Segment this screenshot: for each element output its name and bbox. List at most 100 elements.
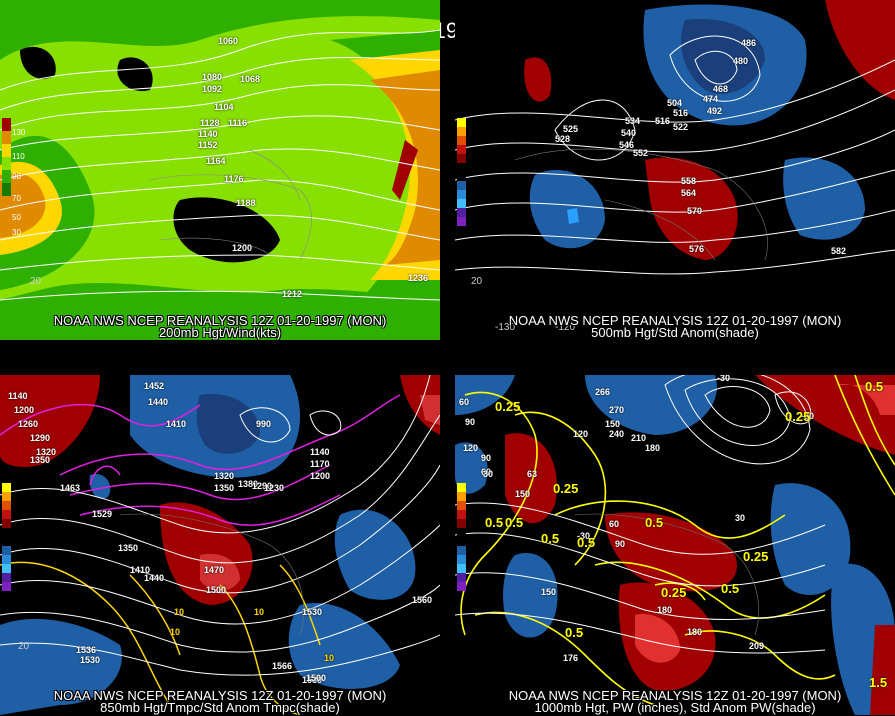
height-label: 552 (633, 148, 649, 158)
height-label: 558 (681, 176, 697, 186)
caption-field: 850mb Hgt/Tmpc/Std Anom Tmpc(shade) (100, 700, 340, 715)
height-label: 60 (609, 519, 620, 529)
pw-label: 0.25 (661, 585, 687, 600)
caption-field: 500mb Hgt/Std Anom(shade) (591, 325, 759, 340)
scale-label: 50 (12, 213, 21, 222)
pw-label: 0.5 (645, 515, 664, 530)
temp-label: 10 (174, 607, 185, 617)
height-label: 1560 (412, 595, 433, 605)
height-label: 176 (563, 653, 579, 663)
tick-label: 20 (18, 641, 30, 652)
height-label: 1500 (206, 585, 227, 595)
temp-label: 10 (254, 607, 265, 617)
height-label: 504 (667, 98, 683, 108)
height-label: 60 (481, 467, 492, 477)
panel-1000mb: -30 -30 60 90 120 150 270 240 210 180 15… (455, 375, 895, 715)
temp-label: 10 (170, 627, 181, 637)
pw-label: 0.25 (495, 399, 521, 414)
tick-label: -120 (555, 322, 576, 333)
height-label: 1260 (18, 419, 39, 429)
pw-label: 0.5 (721, 581, 740, 596)
panel-500mb: 486 480 468 474 492 525 528 534 540 546 … (455, 0, 895, 340)
height-label: 150 (541, 587, 557, 597)
height-label: 1200 (232, 243, 253, 253)
pw-label: 0.25 (553, 481, 579, 496)
height-label: 240 (609, 429, 625, 439)
height-label: 120 (463, 443, 479, 453)
color-scale-1000mb (457, 483, 466, 591)
height-label: 534 (625, 116, 641, 126)
pw-label: 0.5 (485, 515, 504, 530)
height-label: 492 (707, 106, 723, 116)
map-500mb (455, 0, 895, 340)
height-label: 209 (749, 641, 765, 651)
height-label: 1188 (236, 198, 256, 208)
height-label: 564 (681, 188, 697, 198)
height-label: 1350 (30, 455, 51, 465)
scale-label: 30 (12, 228, 21, 237)
height-label: 30 (483, 469, 494, 479)
tick-label: 20 (30, 276, 42, 287)
height-label: 1170 (310, 459, 330, 469)
caption-field: 200mb Hgt/Wind(kts) (158, 325, 282, 340)
height-label: 1164 (206, 156, 226, 166)
height-label: 1410 (130, 565, 151, 575)
height-label: 525 (563, 124, 579, 134)
height-label: 1530 (302, 675, 323, 685)
height-label: 63 (527, 469, 538, 479)
pw-label: 0.5 (565, 625, 584, 640)
height-label: 1200 (14, 405, 35, 415)
height-label: 522 (673, 122, 689, 132)
height-label: 468 (713, 84, 729, 94)
height-label: 30 (735, 513, 746, 523)
panel-850mb: 1140 1200 1260 1290 1320 1350 1440 1410 … (0, 375, 440, 715)
height-label: 516 (673, 108, 689, 118)
height-label: 1152 (198, 140, 218, 150)
pw-label: 0.5 (865, 379, 884, 394)
height-label: 90 (481, 453, 492, 463)
height-label: 1452 (144, 381, 165, 391)
pw-label: 0.25 (785, 409, 811, 424)
height-label: 180 (645, 443, 661, 453)
height-label: 1176 (224, 174, 244, 184)
height-label: 1530 (302, 607, 323, 617)
pw-label: 0.5 (541, 531, 560, 546)
height-label: -30 (577, 531, 591, 541)
map-200mb (0, 0, 440, 340)
height-label: 1236 (408, 273, 429, 283)
scale-label: 90 (12, 172, 21, 181)
height-label: 180 (657, 605, 673, 615)
height-label: 1080 (202, 72, 223, 82)
height-label: 1536 (76, 645, 97, 655)
caption-field: 1000mb Hgt, PW (inches), Std Anom PW(sha… (534, 700, 816, 715)
height-label: 270 (609, 405, 625, 415)
height-label: 1566 (272, 661, 293, 671)
height-label: 540 (621, 128, 637, 138)
height-label: 1440 (144, 573, 165, 583)
height-label: 120 (573, 429, 589, 439)
height-label: 474 (703, 94, 719, 104)
height-label: 90 (615, 539, 626, 549)
height-label: 1212 (282, 289, 303, 299)
tick-label: -130 (495, 322, 516, 333)
color-scale-200mb (2, 118, 11, 196)
height-label: 546 (619, 140, 635, 150)
height-label: 576 (689, 244, 705, 254)
pw-label: 1.5 (869, 675, 888, 690)
pw-label: 0.5 (505, 515, 524, 530)
height-label: 1529 (92, 509, 113, 519)
height-label: 990 (256, 419, 272, 429)
pw-label: 0.25 (743, 549, 769, 564)
caption-source: NOAA NWS NCEP REANALYSIS 12Z 01-20-1997 … (53, 688, 387, 703)
height-label: -30 (801, 411, 815, 421)
height-label: 90 (465, 417, 476, 427)
scale-label: 130 (12, 128, 26, 137)
height-label: 1350 (118, 543, 139, 553)
tick-label: 20 (471, 276, 483, 287)
height-label: 570 (687, 206, 703, 216)
height-label: 1320 (214, 471, 235, 481)
height-label: 1350 (214, 483, 235, 493)
height-label: 180 (687, 627, 703, 637)
height-label: 528 (555, 134, 571, 144)
height-label: 1116 (228, 118, 248, 128)
